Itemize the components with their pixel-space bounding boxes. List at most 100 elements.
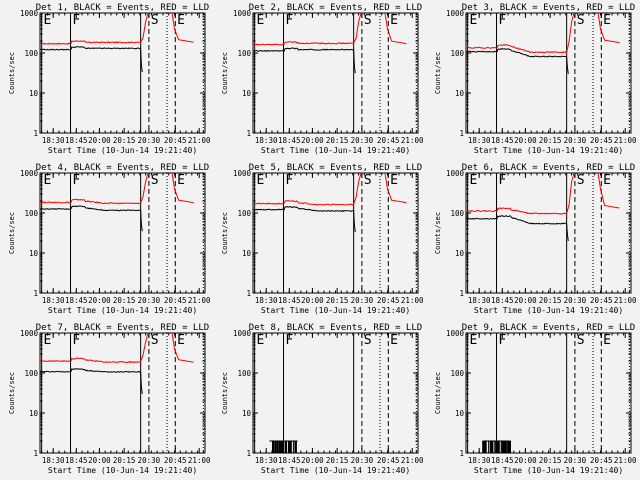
x-tick-label: 21:00 [401, 296, 424, 305]
event-marker: E [43, 173, 51, 188]
x-tick-label: 18:45 [491, 136, 514, 145]
x-tick-label: 18:30 [468, 136, 491, 145]
x-tick-label: 20:45 [590, 456, 613, 465]
event-marker: S [577, 173, 585, 188]
x-axis-label: Start Time (10-Jun-14 19:21:40) [48, 466, 197, 475]
x-tick-label: 20:00 [88, 456, 111, 465]
x-tick-label: 20:00 [88, 296, 111, 305]
event-marker: E [469, 173, 477, 188]
panel-det-4: Det 4, BLACK = Events, RED = LLD 1 10 100 10… [8, 163, 211, 315]
x-tick-label: 20:15 [113, 296, 136, 305]
y-tick-label: 100 [450, 369, 464, 378]
events-series-line [39, 205, 143, 232]
event-marker: E [603, 333, 611, 348]
x-tick-label: 20:15 [113, 456, 136, 465]
y-axis-label: Counts/sec [221, 212, 229, 254]
lld-series-line [252, 172, 407, 206]
y-tick-label: 1 [246, 289, 251, 298]
x-tick-label: 20:45 [377, 456, 400, 465]
events-series-line [39, 46, 143, 72]
x-tick-label: 18:45 [491, 296, 514, 305]
x-tick-label: 21:00 [614, 296, 637, 305]
event-marker: E [390, 333, 398, 348]
x-axis-label: Start Time (10-Jun-14 19:21:40) [474, 146, 623, 155]
x-tick-label: 20:15 [113, 136, 136, 145]
x-tick-label: 18:30 [468, 456, 491, 465]
y-axis-label: Counts/sec [8, 212, 16, 254]
panel-det-7: Det 7, BLACK = Events, RED = LLD 1 10 100 10… [8, 323, 211, 475]
event-marker: E [469, 333, 477, 348]
x-tick-label: 20:45 [377, 136, 400, 145]
x-axis-label: Start Time (10-Jun-14 19:21:40) [261, 306, 410, 315]
x-tick-label: 20:45 [164, 296, 187, 305]
event-marker: F [72, 333, 80, 348]
y-tick-label: 1 [33, 449, 38, 458]
y-tick-label: 100 [24, 209, 38, 218]
x-tick-label: 18:30 [468, 296, 491, 305]
y-tick-label: 1000 [233, 169, 252, 178]
x-tick-label: 20:30 [351, 296, 374, 305]
x-tick-label: 18:30 [42, 136, 65, 145]
event-marker: E [256, 173, 264, 188]
x-tick-label: 20:00 [514, 136, 537, 145]
event-marker: F [498, 13, 506, 28]
y-axis-label: Counts/sec [8, 372, 16, 414]
panel-title: Det 4, BLACK = Events, RED = LLD [36, 163, 209, 173]
event-marker: F [498, 173, 506, 188]
y-tick-label: 1000 [446, 9, 465, 18]
x-tick-label: 18:45 [491, 456, 514, 465]
x-tick-label: 20:00 [301, 136, 324, 145]
y-tick-label: 1 [459, 129, 464, 138]
x-axis-label: Start Time (10-Jun-14 19:21:40) [48, 146, 197, 155]
lld-series-line [39, 172, 194, 205]
event-marker: S [577, 13, 585, 28]
event-marker: E [177, 13, 185, 28]
x-tick-label: 20:15 [539, 456, 562, 465]
event-marker: E [603, 173, 611, 188]
y-axis-label: Counts/sec [221, 372, 229, 414]
x-tick-label: 20:45 [590, 296, 613, 305]
plot-frame [39, 12, 206, 134]
y-tick-label: 100 [24, 49, 38, 58]
x-tick-label: 20:30 [351, 456, 374, 465]
x-tick-label: 18:45 [65, 456, 88, 465]
event-marker: S [577, 333, 585, 348]
event-marker: S [364, 173, 372, 188]
x-tick-label: 18:45 [278, 456, 301, 465]
x-tick-label: 21:00 [614, 136, 637, 145]
y-tick-label: 100 [24, 369, 38, 378]
panel-title: Det 7, BLACK = Events, RED = LLD [36, 323, 209, 333]
y-tick-label: 10 [455, 409, 465, 418]
x-tick-label: 18:45 [65, 296, 88, 305]
y-tick-label: 10 [455, 89, 465, 98]
event-marker: F [285, 173, 293, 188]
y-axis-label: Counts/sec [434, 52, 442, 94]
events-series-line [252, 205, 356, 232]
lld-series-line [252, 12, 407, 46]
y-tick-label: 10 [242, 89, 252, 98]
y-tick-label: 100 [237, 209, 251, 218]
panel-det-6: Det 6, BLACK = Events, RED = LLD 1 10 100 10… [434, 163, 637, 315]
event-marker: E [177, 333, 185, 348]
y-tick-label: 1000 [20, 169, 39, 178]
x-tick-label: 21:00 [188, 456, 211, 465]
x-tick-label: 18:30 [255, 136, 278, 145]
plot-frame [39, 332, 206, 454]
x-tick-label: 18:30 [42, 456, 65, 465]
lld-series-line [39, 332, 194, 364]
panel-title: Det 1, BLACK = Events, RED = LLD [36, 3, 209, 13]
y-tick-label: 10 [29, 89, 39, 98]
lld-series-line [466, 172, 620, 215]
event-marker: F [285, 13, 293, 28]
y-tick-label: 1 [33, 289, 38, 298]
event-marker: F [72, 13, 80, 28]
event-marker: E [177, 173, 185, 188]
event-marker: F [498, 333, 506, 348]
plot-frame [39, 172, 206, 294]
event-marker: S [151, 173, 159, 188]
event-marker: S [151, 13, 159, 28]
x-tick-label: 20:00 [301, 296, 324, 305]
y-tick-label: 1 [33, 129, 38, 138]
x-tick-label: 20:30 [564, 456, 587, 465]
panel-title: Det 3, BLACK = Events, RED = LLD [462, 3, 635, 13]
